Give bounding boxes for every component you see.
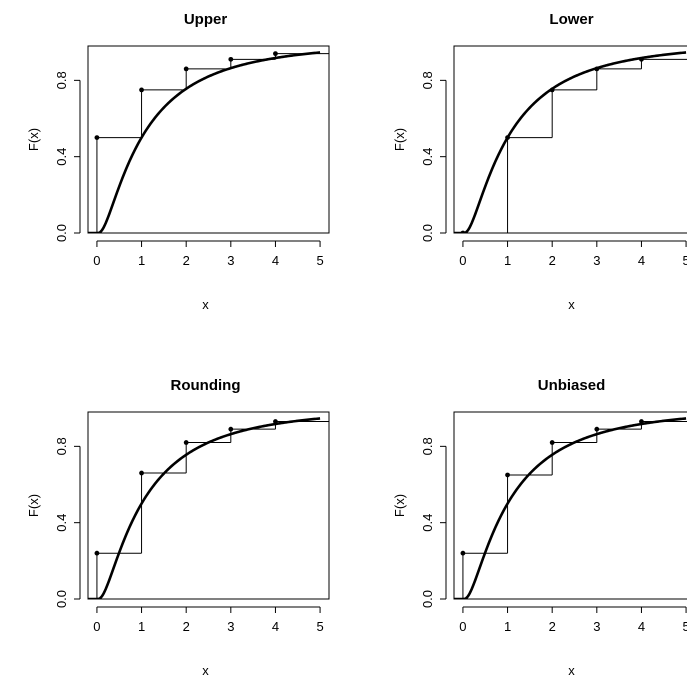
x-tick-label: 3	[593, 253, 600, 268]
y-tick-label: 0.4	[54, 148, 69, 166]
step-point	[139, 470, 144, 476]
x-tick-label: 0	[93, 253, 100, 268]
x-tick-label: 5	[682, 253, 687, 268]
y-tick-label: 0.8	[420, 71, 435, 89]
y-tick-label: 0.4	[54, 514, 69, 532]
x-tick-label: 3	[227, 619, 234, 634]
y-tick-label: 0.0	[54, 224, 69, 242]
x-tick-label: 2	[549, 253, 556, 268]
x-tick-label: 1	[138, 253, 145, 268]
x-tick-label: 3	[227, 253, 234, 268]
y-tick-label: 0.8	[54, 71, 69, 89]
chart-panel-4: Unbiased 0 1 2 3 4 5 0.0 0.4 0.8 x F(x)	[392, 377, 687, 678]
step-point	[183, 66, 189, 72]
y-tick-label: 0.8	[420, 437, 435, 455]
plot-area	[88, 417, 329, 599]
step-point	[460, 550, 466, 556]
chart-panel-3: Rounding 0 1 2 3 4 5 0.0 0.4 0.8 x F(x)	[26, 377, 330, 678]
plot-frame	[87, 411, 330, 600]
x-axis-label: x	[568, 297, 575, 312]
x-tick-label: 5	[316, 253, 323, 268]
chart-title: Upper	[184, 11, 228, 28]
plot-area	[454, 417, 687, 599]
x-tick-label: 4	[638, 253, 645, 268]
y-tick-label: 0.4	[420, 148, 435, 166]
step-point	[139, 87, 144, 93]
x-tick-label: 2	[183, 619, 190, 634]
x-tick-label: 0	[459, 253, 466, 268]
x-tick-label: 5	[316, 619, 323, 634]
chart-title: Lower	[549, 11, 593, 28]
step-point	[228, 426, 234, 432]
chart-title: Rounding	[171, 377, 241, 394]
y-axis-label: F(x)	[392, 128, 407, 151]
x-tick-label: 0	[459, 619, 466, 634]
x-tick-label: 4	[638, 619, 645, 634]
x-tick-label: 5	[682, 619, 687, 634]
cdf-curve	[454, 51, 687, 233]
x-tick-label: 1	[138, 619, 145, 634]
x-tick-label: 1	[504, 619, 511, 634]
chart-panel-1: Upper 0 1 2 3 4 5 0.0 0.4 0.8 x F(x)	[26, 11, 330, 312]
step-point	[94, 135, 100, 140]
x-tick-label: 4	[272, 253, 279, 268]
x-axis-label: x	[202, 663, 209, 678]
chart-title: Unbiased	[538, 377, 606, 394]
step-point	[505, 472, 510, 478]
y-tick-label: 0.8	[54, 437, 69, 455]
cdf-curve	[454, 417, 687, 599]
y-tick-label: 0.0	[420, 590, 435, 608]
y-axis-label: F(x)	[26, 494, 41, 517]
step-point	[549, 440, 555, 445]
y-tick-label: 0.4	[420, 514, 435, 532]
x-tick-label: 2	[183, 253, 190, 268]
x-tick-label: 3	[593, 619, 600, 634]
cdf-curve	[88, 417, 321, 599]
y-tick-label: 0.0	[54, 590, 69, 608]
step-point	[228, 56, 234, 62]
x-tick-label: 4	[272, 619, 279, 634]
step-point	[94, 550, 100, 556]
x-tick-label: 1	[504, 253, 511, 268]
chart-panel-2: Lower 0 1 2 3 4 5 0.0 0.4 0.8 x F(x)	[392, 11, 687, 312]
plot-area	[88, 51, 329, 233]
plot-frame	[453, 411, 687, 600]
step-point	[273, 51, 278, 57]
y-tick-label: 0.0	[420, 224, 435, 242]
x-tick-label: 0	[93, 619, 100, 634]
step-point	[183, 440, 189, 445]
step-point	[594, 426, 600, 432]
plot-frame	[453, 45, 687, 234]
cdf-curve	[88, 51, 321, 233]
plot-frame	[87, 45, 330, 234]
y-axis-label: F(x)	[26, 128, 41, 151]
y-axis-label: F(x)	[392, 494, 407, 517]
x-tick-label: 2	[549, 619, 556, 634]
x-axis-label: x	[202, 297, 209, 312]
plot-area	[454, 51, 687, 233]
x-axis-label: x	[568, 663, 575, 678]
